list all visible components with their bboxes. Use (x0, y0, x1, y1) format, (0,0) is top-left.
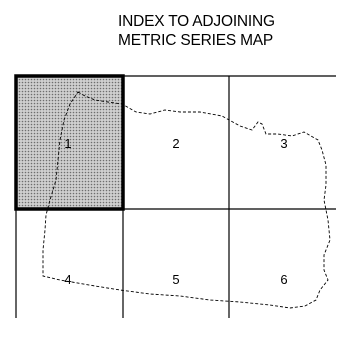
title-line-1: INDEX TO ADJOINING (118, 13, 275, 30)
map-index-title: INDEX TO ADJOINING METRIC SERIES MAP (118, 12, 348, 50)
grid-lines (15, 75, 336, 318)
cell-label-3: 3 (280, 136, 287, 151)
cell-label-5: 5 (172, 272, 179, 287)
cell-label-6: 6 (280, 272, 287, 287)
title-line-2: METRIC SERIES MAP (118, 32, 274, 49)
cell-label-2: 2 (172, 136, 179, 151)
cell-label-1: 1 (64, 136, 71, 151)
cell-label-4: 4 (64, 272, 71, 287)
current-map-cell (14, 74, 125, 211)
survey-boundary (42, 91, 331, 309)
